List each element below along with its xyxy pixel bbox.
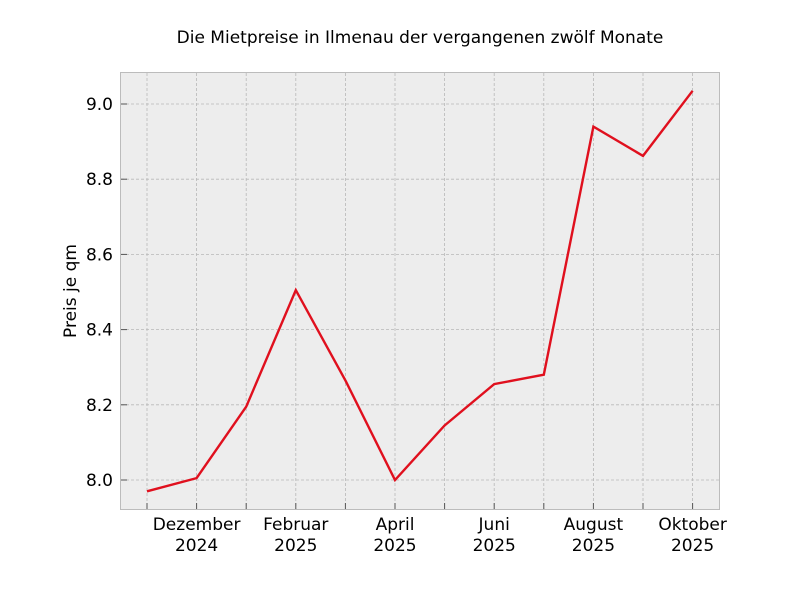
x-tick-label: Dezember <box>153 515 241 535</box>
chart-title: Die Mietpreise in Ilmenau der vergangene… <box>177 28 664 48</box>
plot-area <box>120 72 720 510</box>
x-tick-label-year: 2025 <box>473 536 516 556</box>
x-tick-label-year: 2025 <box>274 536 317 556</box>
y-tick-label: 8.4 <box>86 321 113 341</box>
x-tick-label: Februar <box>263 515 328 535</box>
y-axis-label: Preis je qm <box>61 244 81 338</box>
x-tick-label: August <box>564 515 624 535</box>
x-tick-label: Juni <box>478 515 510 535</box>
y-tick-label: 8.0 <box>86 471 113 491</box>
y-tick-label: 8.2 <box>86 396 113 416</box>
axis-ticks <box>121 103 694 509</box>
y-tick-labels: 8.0 8.2 8.4 8.6 8.8 9.0 <box>86 95 113 491</box>
x-tick-label-year: 2025 <box>671 536 714 556</box>
y-tick-label: 9.0 <box>86 95 113 115</box>
x-tick-labels: Dezember2024Februar2025April2025Juni2025… <box>153 515 727 556</box>
x-tick-label: Oktober <box>658 515 727 535</box>
x-tick-label-year: 2025 <box>572 536 615 556</box>
x-tick-label-year: 2024 <box>175 536 218 556</box>
y-tick-label: 8.8 <box>86 170 113 190</box>
y-tick-label: 8.6 <box>86 245 113 265</box>
x-tick-label: April <box>376 515 415 535</box>
x-tick-label-year: 2025 <box>373 536 416 556</box>
price-line <box>146 90 694 493</box>
